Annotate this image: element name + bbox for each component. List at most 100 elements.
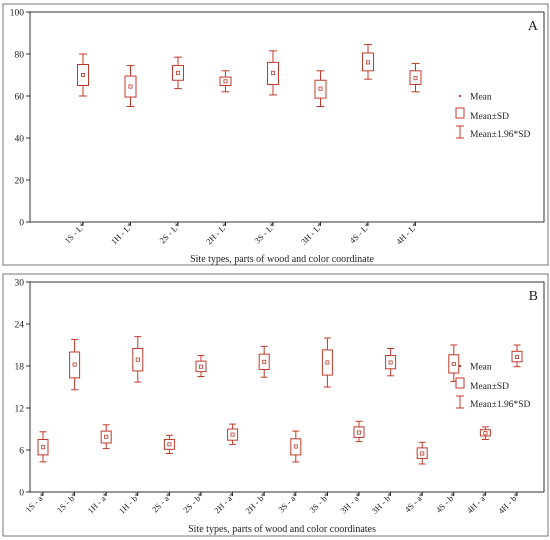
box-4h-l- [409, 62, 422, 93]
x-tick-label: 4H - b* [496, 490, 521, 515]
box-1s-a- [37, 431, 49, 463]
sd-box [132, 348, 144, 372]
y-tick-label: 0 [19, 489, 24, 499]
legend: Mean Mean±SD Mean±1.96*SD [455, 93, 531, 140]
legend-mean-symbol [459, 365, 461, 367]
sd-box [409, 70, 422, 85]
x-tick-label: 1H - L* [109, 220, 135, 246]
y-tick-label: 24 [15, 321, 25, 331]
box-3h-b- [385, 348, 397, 377]
y-tick-label: 80 [15, 51, 25, 61]
box-3s-l- [267, 50, 279, 96]
panel-frame [2, 3, 549, 266]
y-tick-label: 12 [15, 405, 25, 415]
y-tick-label: 30 [15, 279, 25, 289]
mean-marker [325, 360, 330, 365]
box-2s-a- [163, 434, 175, 454]
mean-marker [270, 70, 275, 75]
sd-box [172, 65, 184, 81]
sd-box [69, 351, 81, 379]
box-4s-l- [362, 44, 374, 80]
y-tick-label: 60 [15, 93, 25, 103]
mean-marker [262, 359, 267, 364]
x-tick-label: 4S - b* [434, 490, 458, 514]
y-tick-label: 40 [15, 135, 25, 145]
box-4s-a- [416, 441, 428, 465]
sd-box [416, 447, 428, 459]
mean-marker [515, 354, 520, 359]
y-tick-label: 6 [19, 447, 24, 457]
x-tick-label: 4S - L* [347, 220, 372, 245]
mean-marker [230, 432, 235, 437]
chart-panel-b: B 0 6 12 18 24 30 1S - a* 1S - b* 1H - a* 1H - b* 2… [2, 273, 549, 537]
x-tick-label: 3H - L* [299, 220, 325, 246]
legend-sd-label: Mean±SD [470, 382, 509, 392]
y-tick-label: 0 [19, 219, 24, 229]
panel-label: A [528, 19, 539, 34]
box-2s-l- [172, 56, 184, 90]
box-2h-b- [258, 345, 270, 378]
mean-marker [135, 357, 140, 362]
x-tick-label: 4H - L* [394, 220, 420, 246]
sd-box [448, 354, 460, 374]
mean-marker [365, 60, 370, 65]
chart-panel-a: A 0 20 40 60 80 100 1S - L* 1H - L* 2S - L* 2H - L… [2, 3, 549, 266]
sd-box [227, 428, 239, 441]
legend-mean-label: Mean [470, 93, 492, 103]
legend: Mean Mean±SD Mean±1.96*SD [455, 363, 531, 410]
box-1s-b- [69, 338, 81, 391]
x-tick-label: 2S - L* [157, 220, 182, 245]
sd-box [258, 353, 270, 371]
mean-marker [356, 430, 361, 435]
x-tick-label: 2S - b* [181, 490, 205, 514]
mean-marker [128, 84, 133, 89]
mean-marker [167, 442, 172, 447]
y-tick-label: 20 [15, 177, 25, 187]
sd-box [353, 426, 365, 438]
legend-mean-symbol [459, 95, 461, 97]
mean-marker [483, 431, 488, 436]
box-3s-a- [290, 430, 302, 463]
sd-box [219, 76, 232, 86]
mean-marker [81, 73, 86, 78]
sd-box [511, 350, 523, 363]
x-axis-label: Site types, parts of wood and color coor… [188, 524, 376, 535]
legend-sd-label: Mean±SD [470, 112, 509, 122]
panel-frame [2, 273, 549, 537]
y-tick-label: 18 [15, 363, 25, 373]
sd-box [267, 61, 279, 85]
x-tick-label: 1H - b* [117, 490, 142, 515]
box-4s-b- [448, 344, 460, 382]
x-tick-label: 4H - a* [465, 490, 490, 515]
x-tick-label: 1S - L* [62, 220, 87, 245]
mean-marker [413, 76, 418, 81]
x-axis-label: Site types, parts of wood and color coor… [190, 254, 374, 265]
mean-marker [388, 360, 393, 365]
mean-marker [223, 79, 228, 84]
box-3s-b- [321, 337, 333, 388]
box-2h-a- [227, 423, 239, 445]
sd-box [385, 355, 397, 370]
x-tick-label: 2H - b* [243, 490, 268, 515]
legend-ci-label: Mean±1.96*SD [470, 130, 531, 140]
x-tick-label: 3S - L* [252, 220, 277, 245]
panel-label: B [529, 289, 538, 304]
mean-marker [41, 445, 46, 450]
mean-marker [175, 70, 180, 75]
mean-marker [420, 451, 425, 456]
x-tick-label: 3H - a* [338, 490, 363, 515]
plot-area [29, 11, 545, 223]
mean-marker [318, 86, 323, 91]
mean-marker [451, 361, 456, 366]
box-2s-b- [195, 355, 207, 377]
box-4h-a- [479, 426, 491, 440]
x-tick-label: 2S - a* [150, 490, 174, 514]
box-3h-l- [314, 70, 327, 107]
mean-marker [72, 362, 77, 367]
sd-box [290, 438, 302, 456]
x-tick-label: 1S - a* [23, 490, 47, 514]
box-2h-l- [219, 70, 232, 93]
sd-box [321, 349, 333, 376]
sd-box [77, 64, 89, 86]
